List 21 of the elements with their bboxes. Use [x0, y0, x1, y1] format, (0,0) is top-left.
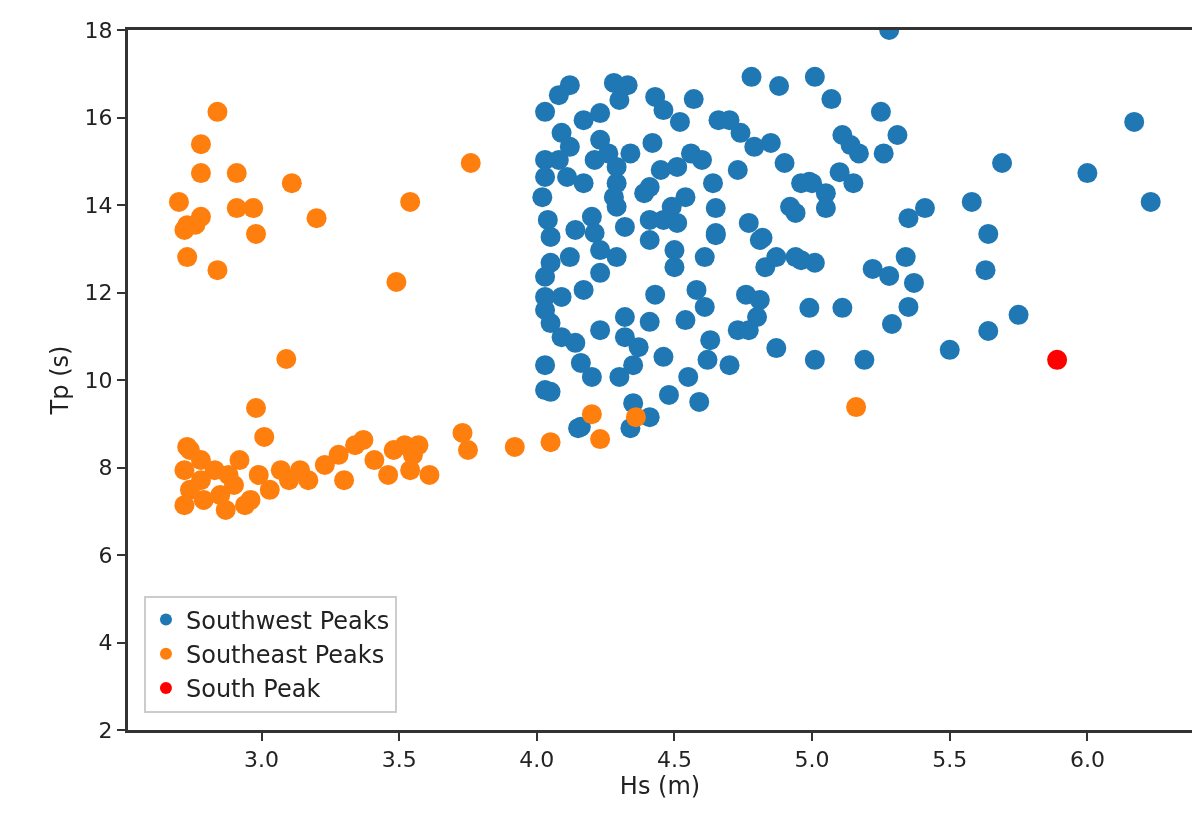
y-tick-label: 12 [84, 280, 113, 306]
y-tick-label: 14 [84, 192, 113, 218]
x-tick-label: 5.5 [932, 747, 968, 773]
legend-label: Southeast Peaks [185, 641, 385, 670]
x-tick-label: 3.5 [381, 747, 417, 773]
y-tick-label: 10 [84, 367, 113, 393]
y-tick-label: 2 [98, 717, 113, 743]
y-tick-label: 6 [98, 542, 113, 568]
x-tick-label: 6.0 [1069, 747, 1105, 773]
legend-label: Southwest Peaks [185, 606, 390, 635]
legend-label: South Peak [185, 675, 321, 704]
y-tick-label: 16 [84, 105, 113, 131]
x-tick-label: 3.0 [244, 747, 280, 773]
y-tick-label: 8 [98, 455, 113, 481]
x-tick-label: 4.0 [519, 747, 555, 773]
x-axis-title: Hs (m) [619, 772, 701, 801]
x-tick-label: 4.5 [656, 747, 692, 773]
y-axis-title: Tp (s) [45, 345, 74, 416]
x-tick-label: 5.0 [794, 747, 830, 773]
y-tick-label: 4 [98, 630, 113, 656]
y-tick-label: 18 [84, 17, 113, 43]
